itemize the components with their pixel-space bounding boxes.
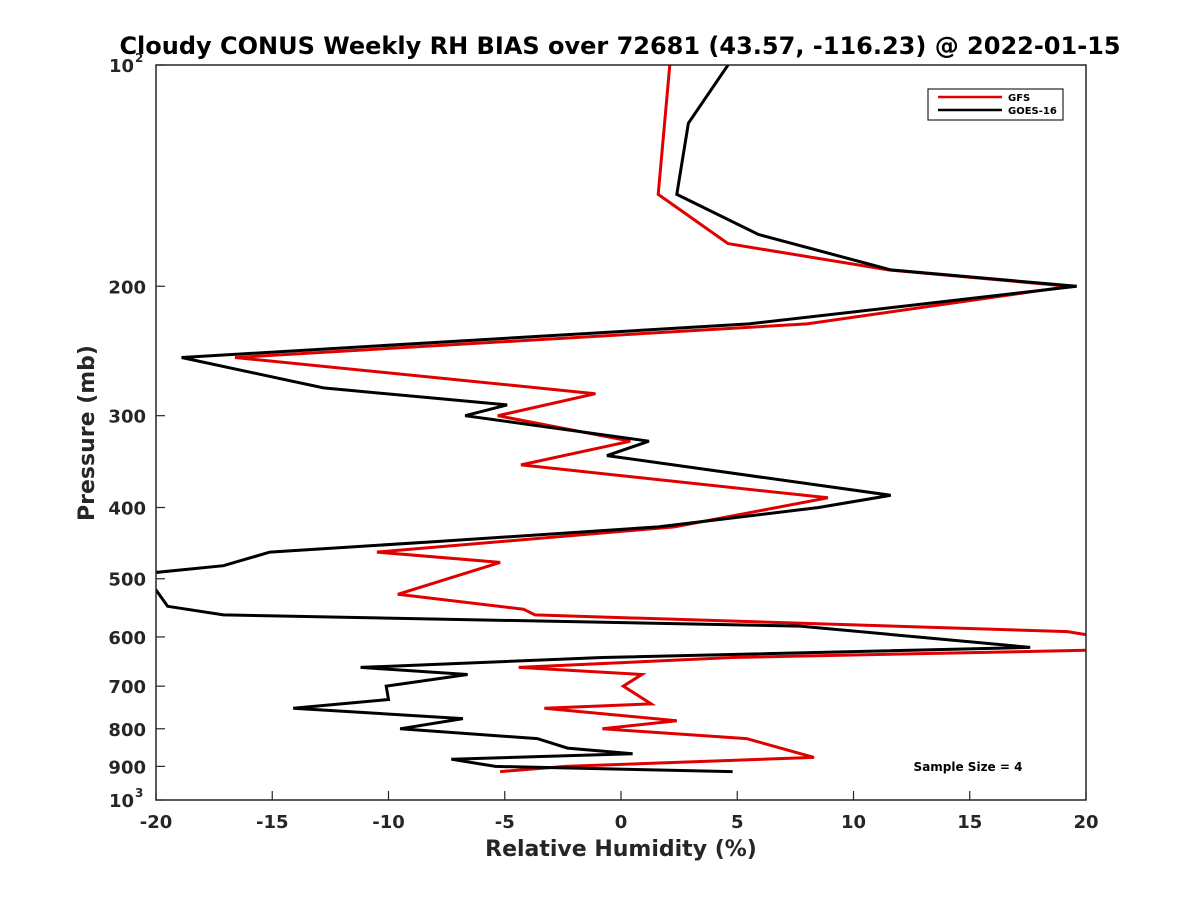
x-tick-label: -20 <box>140 812 173 833</box>
x-tick-label: 15 <box>957 812 982 833</box>
y-tick-label: 600 <box>108 628 146 649</box>
legend-box <box>927 88 1064 121</box>
chart-title: Cloudy CONUS Weekly RH BIAS over 72681 (… <box>119 32 1120 60</box>
x-tick-label: 0 <box>615 812 628 833</box>
y-tick-label: 800 <box>108 720 146 741</box>
x-tick-label: -5 <box>495 812 515 833</box>
series-layer <box>156 65 1086 774</box>
x-tick-label: 20 <box>1073 812 1098 833</box>
x-tick-label: 10 <box>841 812 866 833</box>
sample-size-note: Sample Size = 4 <box>914 760 1023 774</box>
y-tick-exponent: 3 <box>135 786 143 800</box>
y-tick-label: 900 <box>108 757 146 778</box>
series-line-goes-16 <box>156 65 1077 774</box>
legend-label-goes-16: GOES-16 <box>1008 106 1057 117</box>
series-line-gfs <box>234 65 1086 774</box>
y-tick-label: 10 <box>109 56 134 77</box>
y-tick-label: 300 <box>108 407 146 428</box>
legend: GFS GOES-16 <box>927 88 1064 121</box>
y-tick-label: 400 <box>108 499 146 520</box>
x-axis-ticks: -20 -15 -10 -5 0 5 10 15 20 <box>140 791 1099 833</box>
y-tick-label: 700 <box>108 677 146 698</box>
y-tick-exponent: 2 <box>135 51 143 65</box>
y-tick-label: 200 <box>108 277 146 298</box>
legend-label-gfs: GFS <box>1008 93 1030 104</box>
y-tick-label: 10 <box>109 791 134 812</box>
x-tick-label: -15 <box>256 812 289 833</box>
y-axis-label: Pressure (mb) <box>75 345 100 521</box>
x-tick-label: -10 <box>372 812 405 833</box>
x-tick-label: 5 <box>731 812 744 833</box>
x-axis-label: Relative Humidity (%) <box>485 837 757 862</box>
y-tick-label: 500 <box>108 570 146 591</box>
